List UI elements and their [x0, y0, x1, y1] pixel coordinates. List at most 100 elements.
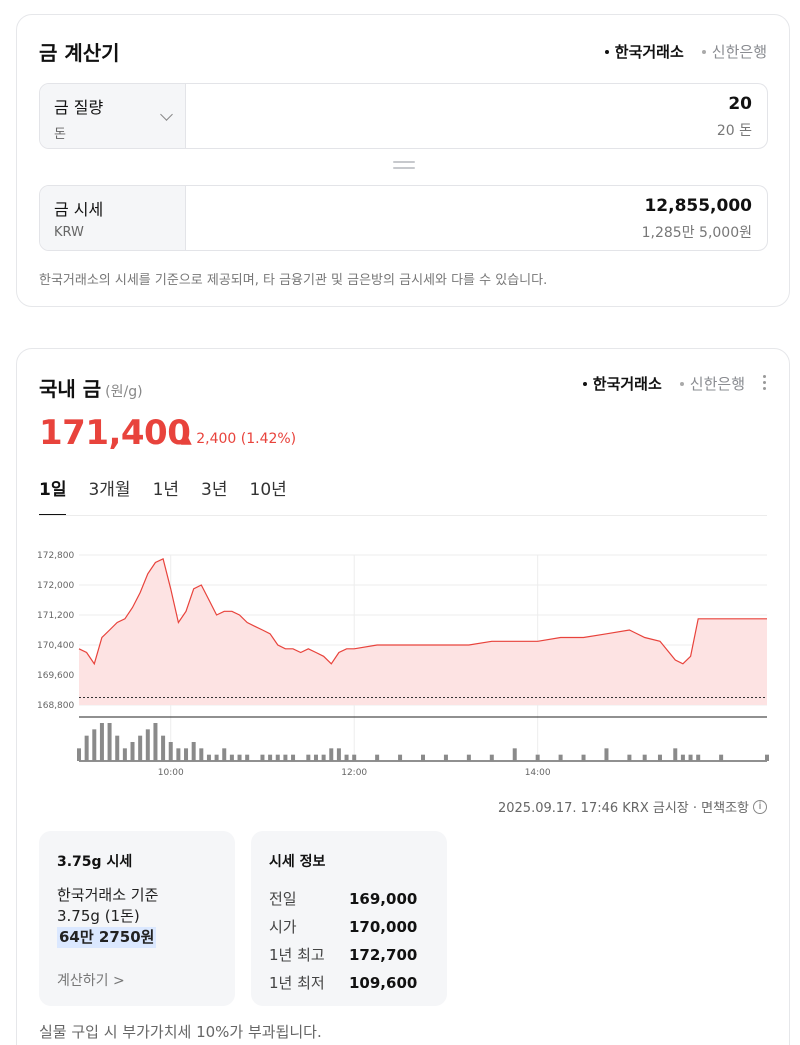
- info-icon[interactable]: i: [753, 799, 767, 814]
- volume-bar: [398, 754, 403, 761]
- x-tick-label: 10:00: [158, 768, 184, 775]
- calculate-link[interactable]: 계산하기 >: [57, 973, 125, 989]
- volume-bar: [260, 754, 265, 761]
- weight-input[interactable]: 20 20 돈: [716, 94, 752, 139]
- tab-1y[interactable]: 1년: [152, 480, 180, 500]
- stat-row: 1년 최고 172,700: [269, 946, 418, 964]
- volume-bar: [535, 754, 540, 761]
- volume-bar: [84, 735, 89, 761]
- y-tick-label: 169,600: [37, 671, 74, 681]
- volume-bar: [168, 742, 173, 761]
- timestamp: 2025.09.17. 17:46 KRX 금시장 · 면책조항 i: [498, 797, 767, 816]
- volume-bar: [673, 748, 678, 761]
- volume-bar: [283, 754, 288, 761]
- y-tick-label: 170,400: [37, 641, 74, 651]
- volume-bar: [604, 748, 609, 761]
- volume-bar: [229, 754, 234, 761]
- volume-bar: [268, 754, 273, 761]
- volume-bar: [466, 754, 471, 761]
- calculator-source-tabs: 한국거래소 신한은행: [604, 41, 767, 62]
- x-tick-label: 14:00: [525, 768, 551, 775]
- volume-bar: [352, 754, 357, 761]
- bullet-icon: [679, 381, 684, 386]
- tab-3m[interactable]: 3개월: [88, 480, 131, 500]
- volume-bar: [191, 742, 196, 761]
- volume-bar: [375, 754, 380, 761]
- stat-row: 1년 최저 109,600: [269, 974, 418, 992]
- price-change: ▲ 2,400 (1.42%): [181, 431, 297, 447]
- volume-bar: [512, 748, 517, 761]
- domestic-title: 국내 금 (원/g): [39, 377, 143, 401]
- volume-bar: [642, 754, 647, 761]
- volume-bar: [138, 735, 143, 761]
- domestic-source-tabs: 한국거래소 신한은행: [582, 373, 745, 394]
- weight-unit-select[interactable]: 금 질량 돈: [40, 84, 186, 148]
- volume-bar: [237, 754, 242, 761]
- stat-row: 전일 169,000: [269, 890, 418, 908]
- volume-bar: [489, 754, 494, 761]
- volume-bar: [245, 754, 250, 761]
- volume-bar: [329, 748, 334, 761]
- gold-calculator-card: 금 계산기 한국거래소 신한은행 금 질량 돈 20 20 돈 금 시세 KRW…: [16, 14, 790, 307]
- volume-bar: [99, 723, 104, 761]
- volume-bar: [719, 754, 724, 761]
- y-tick-label: 172,000: [37, 581, 74, 591]
- current-price: 171,400: [39, 413, 191, 453]
- price-area: [79, 558, 767, 705]
- price-value: 12,855,000 1,285만 5,000원: [641, 196, 752, 241]
- source-tab-shinhan[interactable]: 신한은행: [679, 373, 745, 394]
- weight-field[interactable]: 금 질량 돈 20 20 돈: [39, 83, 768, 149]
- price-label: 금 시세 KRW: [40, 186, 186, 250]
- volume-bar: [421, 754, 425, 761]
- volume-bar: [92, 729, 97, 761]
- volume-bar: [443, 754, 448, 761]
- price-field: 금 시세 KRW 12,855,000 1,285만 5,000원: [39, 185, 768, 251]
- volume-bar: [344, 754, 349, 761]
- volume-bar: [313, 754, 318, 761]
- bullet-icon: [582, 381, 587, 386]
- source-tab-shinhan[interactable]: 신한은행: [701, 41, 767, 62]
- volume-bar: [145, 729, 150, 761]
- volume-bar: [657, 754, 662, 761]
- bullet-icon: [604, 49, 609, 54]
- volume-bar: [680, 754, 685, 761]
- tab-divider: [39, 515, 767, 516]
- equals-icon: [393, 161, 415, 173]
- source-tab-krx[interactable]: 한국거래소: [582, 373, 662, 394]
- volume-bar: [122, 748, 127, 761]
- more-options-icon[interactable]: [763, 375, 767, 393]
- volume-bar: [321, 754, 326, 761]
- price-chart[interactable]: 172,800 172,000 171,200 170,400 169,600 168,8…: [37, 535, 771, 775]
- volume-bar: [688, 754, 693, 761]
- y-tick-label: 168,800: [37, 701, 74, 711]
- calculator-note: 한국거래소의 시세를 기준으로 제공되며, 타 금융기관 및 금은방의 금시세와…: [39, 273, 548, 288]
- stat-row: 시가 170,000: [269, 918, 418, 936]
- volume-bar: [696, 754, 701, 761]
- volume-bar: [184, 748, 189, 761]
- bullet-icon: [701, 49, 706, 54]
- volume-bar: [107, 723, 112, 761]
- x-tick-label: 12:00: [341, 768, 367, 775]
- volume-bar: [291, 754, 296, 761]
- domestic-gold-card: 국내 금 (원/g) 한국거래소 신한은행 171,400 ▲ 2,400 (1.…: [16, 348, 790, 1045]
- tab-10y[interactable]: 10년: [249, 480, 287, 500]
- volume-bar: [130, 742, 135, 761]
- volume-bar: [306, 754, 311, 761]
- volume-bar: [153, 723, 158, 761]
- volume-bar: [275, 754, 280, 761]
- volume-bar: [214, 754, 219, 761]
- price-unit: (원/g): [105, 384, 143, 400]
- per-don-price-box: 3.75g 시세 한국거래소 기준 3.75g (1돈) 64만 2750원 계…: [39, 831, 235, 1006]
- source-tab-krx[interactable]: 한국거래소: [604, 41, 684, 62]
- tab-1d[interactable]: 1일: [39, 475, 67, 516]
- volume-bar: [176, 748, 181, 761]
- volume-bar: [161, 735, 166, 761]
- volume-bar: [581, 754, 586, 761]
- tab-3y[interactable]: 3년: [201, 480, 228, 500]
- volume-bar: [199, 748, 204, 761]
- y-tick-label: 172,800: [37, 551, 74, 561]
- vat-note: 실물 구입 시 부가가치세 10%가 부과됩니다.: [39, 1023, 322, 1041]
- price-line: [78, 557, 767, 666]
- volume-bar: [558, 754, 563, 761]
- volume-bar: [115, 735, 120, 761]
